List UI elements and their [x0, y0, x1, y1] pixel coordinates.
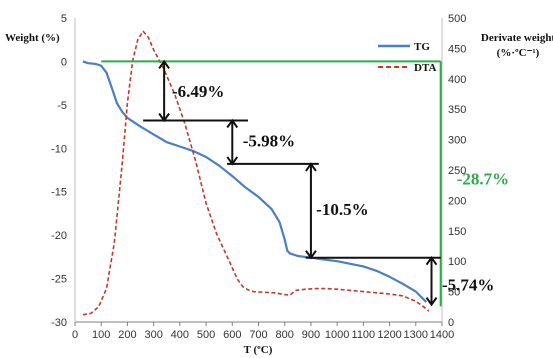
- x-tick-label: 800: [276, 329, 294, 341]
- x-tick-label: 300: [144, 329, 162, 341]
- y-left-tick-label: -20: [51, 230, 67, 242]
- step-annotation-label: -6.49%: [172, 82, 224, 101]
- x-tick-label: 1100: [352, 329, 376, 341]
- y-right-tick-label: 50: [448, 287, 460, 299]
- y-right-tick-label: 150: [448, 226, 466, 238]
- step-annotation-label: -5.74%: [442, 276, 494, 295]
- step-arrow-2-head-top: [226, 118, 239, 129]
- legend-label-dta: DTA: [414, 62, 436, 74]
- step-annotation-label: -10.5%: [316, 200, 368, 219]
- x-tick-label: 0: [72, 329, 78, 341]
- y-right-tick-label: 0: [448, 317, 454, 329]
- y-left-axis-title: Weight (%): [5, 32, 60, 44]
- y-left-tick-label: -10: [51, 143, 67, 155]
- x-tick-label: 600: [223, 329, 241, 341]
- x-tick-label: 100: [92, 329, 110, 341]
- step-arrow-2-head-bottom: [226, 156, 239, 166]
- y-right-tick-label: 200: [448, 195, 466, 207]
- y-left-tick-label: -25: [51, 274, 67, 286]
- y-right-tick-label: 300: [448, 135, 466, 147]
- legend-label-tg: TG: [414, 41, 430, 53]
- y-right-tick-label: 350: [448, 104, 466, 116]
- y-right-tick-label: 250: [448, 165, 466, 177]
- step-arrow-3-head-bottom: [305, 250, 317, 260]
- x-tick-label: 400: [171, 329, 189, 341]
- x-tick-label: 1300: [404, 329, 428, 341]
- step-arrow-4-head-bottom: [425, 297, 438, 307]
- y-right-tick-label: 500: [448, 13, 466, 25]
- step-arrow-1-head-top: [158, 59, 170, 70]
- step-arrow-3-head-top: [305, 162, 317, 172]
- y-left-tick-label: -30: [51, 317, 67, 329]
- x-axis-title: T (ºC): [244, 344, 273, 356]
- y-right-tick-label: 400: [448, 74, 466, 86]
- y-right-axis-unit: (%·ºC⁻¹): [497, 47, 540, 59]
- y-right-tick-label: 100: [448, 256, 466, 268]
- step-arrow-4-head-top: [425, 256, 438, 266]
- x-tick-label: 1000: [325, 329, 349, 341]
- x-tick-label: 200: [118, 329, 136, 341]
- y-left-tick-label: -5: [57, 100, 67, 112]
- y-left-tick-label: -15: [51, 187, 67, 199]
- y-left-tick-labels: 5 0 -5 -10 -15 -20 -25 -30: [51, 13, 67, 329]
- y-left-tick-label: 5: [61, 13, 67, 25]
- y-right-axis-title: Derivate weight: [481, 32, 553, 44]
- step-arrow-1-head-bottom: [158, 112, 170, 123]
- step-annotations: -28.7% -6.49% -5.98% -10.5% -5.74%: [101, 59, 509, 307]
- series-lines: [82, 30, 430, 316]
- x-tick-label: 500: [197, 329, 215, 341]
- x-tick-label: 1200: [377, 329, 401, 341]
- series-line-tg: [82, 60, 428, 303]
- x-tick-label: 900: [302, 329, 320, 341]
- x-tick-label: 1400: [430, 329, 454, 341]
- y-right-tick-label: 450: [448, 43, 466, 55]
- series-line-dta: [82, 30, 430, 316]
- step-annotation-label: -5.98%: [243, 131, 295, 150]
- legend: TG DTA: [378, 41, 436, 74]
- x-tick-label: 700: [249, 329, 267, 341]
- total-loss-label: -28.7%: [457, 170, 509, 189]
- y-left-tick-label: 0: [61, 56, 67, 68]
- x-tick-labels: 0 100 200 300 400 500 600 700 800 900 1000 1100 1200…: [72, 322, 454, 341]
